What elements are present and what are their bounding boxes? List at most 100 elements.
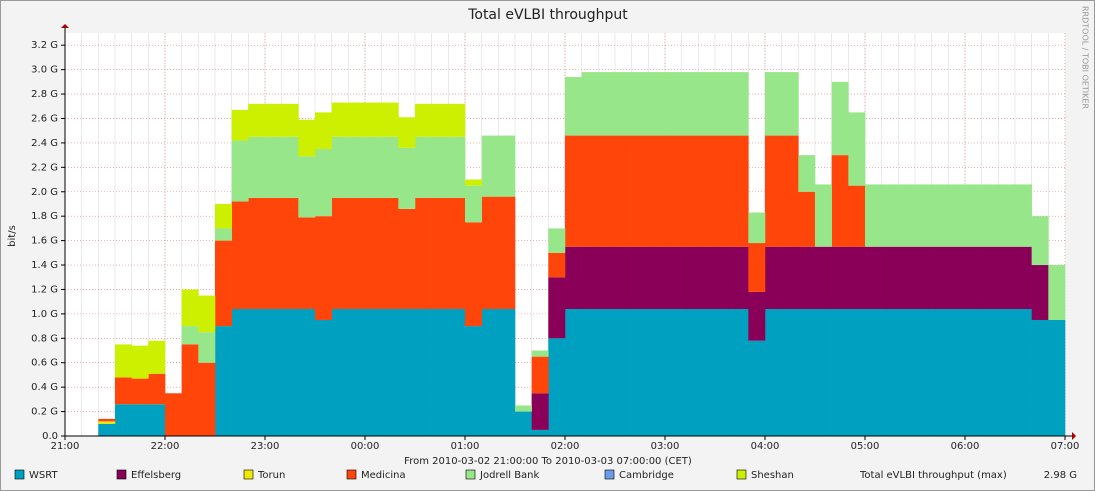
area-segment xyxy=(781,246,799,309)
area-segment xyxy=(815,184,832,247)
area-segment xyxy=(398,147,416,209)
area-segment xyxy=(381,197,399,309)
area-segment xyxy=(698,72,716,136)
x-tick-label: 06:00 xyxy=(951,441,980,452)
area-segment xyxy=(948,246,966,309)
y-tick-label: 1.0 G xyxy=(31,309,58,320)
x-arrow xyxy=(1072,432,1076,440)
y-tick-label: 1.6 G xyxy=(31,236,58,247)
legend-label: Sheshan xyxy=(751,470,794,481)
area-segment xyxy=(315,319,332,436)
area-segment xyxy=(865,184,882,247)
area-segment xyxy=(198,295,216,333)
area-segment xyxy=(265,308,282,436)
area-segment xyxy=(931,246,949,309)
area-segment xyxy=(298,308,316,436)
area-segment xyxy=(798,246,816,309)
area-segment xyxy=(231,201,249,309)
area-segment xyxy=(331,136,349,198)
area-segment xyxy=(931,184,949,247)
area-segment xyxy=(915,184,932,247)
area-segment xyxy=(331,102,349,137)
area-segment xyxy=(298,156,316,218)
area-segment xyxy=(948,308,966,436)
total-label: Total eVLBI throughput (max) xyxy=(859,470,1007,481)
area-segment xyxy=(465,222,482,327)
area-segment xyxy=(781,308,799,436)
area-segment xyxy=(648,308,666,436)
area-segment xyxy=(398,117,416,148)
area-segment xyxy=(598,246,616,309)
area-segment xyxy=(365,136,382,198)
area-segment xyxy=(331,197,349,309)
area-segment xyxy=(131,378,149,405)
x-tick-label: 21:00 xyxy=(51,441,80,452)
area-segment xyxy=(315,149,332,217)
x-tick-label: 05:00 xyxy=(851,441,880,452)
area-segment xyxy=(798,191,816,247)
area-segment xyxy=(415,308,432,436)
y-tick-label: 2.4 G xyxy=(31,138,58,149)
area-segment xyxy=(731,72,749,136)
y-tick-label: 3.0 G xyxy=(31,65,58,76)
y-tick-label: 1.4 G xyxy=(31,260,58,271)
area-segment xyxy=(115,377,132,405)
area-segment xyxy=(548,277,566,339)
legend-label: Cambridge xyxy=(619,470,674,481)
area-segment xyxy=(665,135,682,247)
area-segment xyxy=(448,197,466,309)
x-tick-label: 04:00 xyxy=(751,441,780,452)
area-segment xyxy=(498,196,516,309)
area-segment xyxy=(248,103,266,137)
area-segment xyxy=(431,103,449,137)
area-segment xyxy=(248,308,266,436)
area-segment xyxy=(498,308,516,436)
total-max: 2.98 G xyxy=(1044,470,1077,481)
area-segment xyxy=(298,217,316,309)
y-tick-label: 2.0 G xyxy=(31,187,58,198)
area-segment xyxy=(365,308,382,436)
area-segment xyxy=(531,350,549,357)
legend-swatch xyxy=(346,469,357,480)
area-segment xyxy=(1015,184,1032,247)
area-segment xyxy=(715,72,732,136)
area-segment xyxy=(648,246,666,309)
area-segment xyxy=(648,135,666,247)
area-segment xyxy=(765,135,782,247)
area-segment xyxy=(931,308,949,436)
area-segment xyxy=(581,308,599,436)
area-segment xyxy=(981,246,999,309)
area-segment xyxy=(865,308,882,436)
area-segment xyxy=(731,308,749,436)
area-segment xyxy=(698,308,716,436)
area-segment xyxy=(781,135,799,247)
area-segment xyxy=(215,240,232,327)
area-segment xyxy=(881,184,899,247)
area-segment xyxy=(748,243,766,292)
area-segment xyxy=(281,308,299,436)
area-segment xyxy=(848,308,866,436)
y-arrow xyxy=(61,24,69,28)
x-tick-label: 07:00 xyxy=(1051,441,1080,452)
area-segment xyxy=(565,76,582,136)
area-segment xyxy=(681,308,699,436)
area-segment xyxy=(748,212,766,244)
area-segment xyxy=(398,308,416,436)
area-segment xyxy=(348,308,366,436)
area-segment xyxy=(815,246,832,309)
legend-swatch xyxy=(604,469,615,480)
legend-label: WSRT xyxy=(29,470,58,481)
area-segment xyxy=(215,203,232,229)
area-segment xyxy=(748,340,766,436)
area-segment xyxy=(348,102,366,137)
area-segment xyxy=(265,136,282,198)
x-tick-label: 02:00 xyxy=(551,441,580,452)
area-segment xyxy=(98,418,116,422)
area-segment xyxy=(1015,246,1032,309)
area-segment xyxy=(1031,265,1049,320)
x-tick-label: 23:00 xyxy=(251,441,280,452)
x-tick-label: 00:00 xyxy=(351,441,380,452)
y-axis-label: bit/s xyxy=(7,225,18,247)
area-segment xyxy=(831,308,849,436)
area-segment xyxy=(131,404,149,436)
